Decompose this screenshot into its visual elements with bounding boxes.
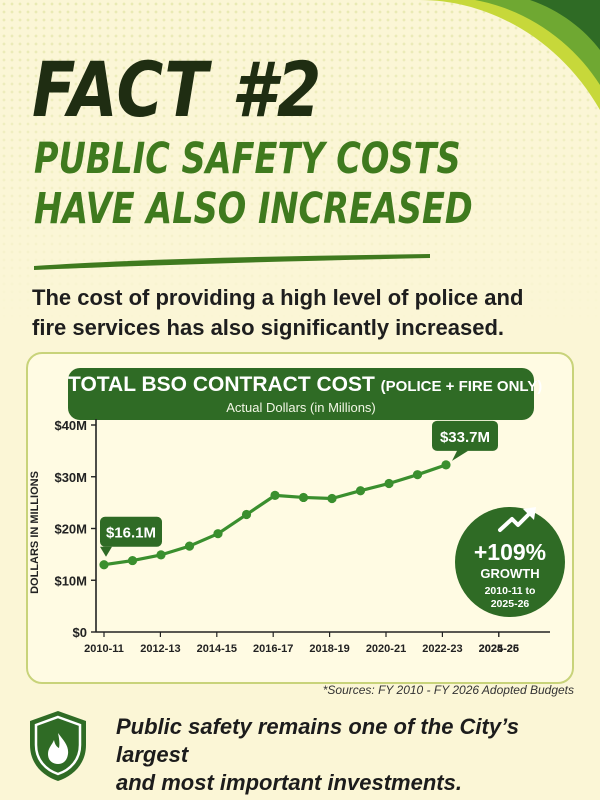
start-value-label: $16.1M <box>106 525 156 542</box>
fact-title: FACT #2 <box>32 45 323 134</box>
growth-badge <box>455 507 565 617</box>
data-point <box>156 550 166 560</box>
data-point <box>355 486 366 496</box>
intro-line-2: fire services has also significantly inc… <box>32 315 505 340</box>
end-value-label: $33.7M <box>440 429 490 446</box>
closing-line-2: and most important investments. <box>116 770 462 795</box>
data-point <box>241 509 252 520</box>
growth-value: +109% <box>474 539 546 565</box>
intro-line-1: The cost of providing a high level of po… <box>32 285 524 310</box>
chart-title-qualifier: (POLICE + FIRE ONLY) <box>380 378 543 395</box>
data-point <box>127 555 138 566</box>
growth-label: GROWTH <box>480 566 539 581</box>
shield-flame-icon <box>30 711 86 781</box>
x-tick-label: 2012-13 <box>140 643 180 655</box>
data-point <box>327 493 337 504</box>
y-tick-label: $40M <box>54 418 87 433</box>
source-note: *Sources: FY 2010 - FY 2026 Adopted Budg… <box>322 683 574 697</box>
x-tick-label: 2020-21 <box>366 643 406 655</box>
x-tick-label: 2025-26 <box>479 643 519 655</box>
y-tick-label: $0 <box>73 625 87 640</box>
x-tick-label: 2018-19 <box>309 643 349 655</box>
intro-text: The cost of providing a high level of po… <box>32 283 572 343</box>
decorative-swoosh <box>420 0 600 110</box>
data-point <box>270 490 280 500</box>
chart-title: TOTAL BSO CONTRACT COST <box>68 373 375 396</box>
data-point <box>99 560 109 570</box>
series-line <box>103 463 447 567</box>
data-point <box>441 460 451 470</box>
y-tick-label: $30M <box>54 470 87 485</box>
x-tick-label: 2022-23 <box>422 643 462 655</box>
x-tick-label: 2014-15 <box>197 643 237 655</box>
trend-arrow-head-icon <box>523 507 536 520</box>
start-callout-box <box>100 516 162 547</box>
trend-up-icon <box>498 509 534 532</box>
end-callout-box <box>432 420 498 451</box>
chart-title-banner: TOTAL BSO CONTRACT COST (POLICE + FIRE O… <box>68 368 542 420</box>
chart-subtitle: Actual Dollars (in Millions) <box>226 400 376 415</box>
data-point <box>184 541 195 551</box>
line-chart: $0 $10M $20M $30M $40M DOLLARS IN MILLIONS 201… <box>29 418 565 655</box>
closing-line-1: Public safety remains one of the City’s … <box>116 714 520 767</box>
growth-range-line-2: 2025-26 <box>491 598 530 610</box>
start-callout-pointer <box>100 546 112 557</box>
data-point <box>213 529 223 539</box>
headline-line-1: PUBLIC SAFETY COSTS <box>34 134 461 184</box>
headline: PUBLIC SAFETY COSTS HAVE ALSO INCREASED <box>34 134 473 234</box>
x-tick-label: 2010-11 <box>84 643 124 655</box>
data-point <box>298 492 309 503</box>
y-tick-label: $20M <box>54 522 87 537</box>
footer: Public safety remains one of the City’s … <box>0 700 600 800</box>
end-callout-pointer <box>452 448 468 461</box>
data-point <box>412 470 423 480</box>
y-axis-title: DOLLARS IN MILLIONS <box>29 471 41 594</box>
y-tick-label: $10M <box>54 573 87 588</box>
headline-underline <box>34 254 430 270</box>
halftone-background <box>0 0 600 330</box>
growth-range-line-1: 2010-11 to <box>485 585 536 597</box>
x-tick-label: 2016-17 <box>253 643 293 655</box>
closing-statement: Public safety remains one of the City’s … <box>116 713 586 797</box>
data-point <box>384 478 394 489</box>
x-tick-label: 2024-25 <box>479 643 519 655</box>
headline-line-2: HAVE ALSO INCREASED <box>34 184 473 234</box>
